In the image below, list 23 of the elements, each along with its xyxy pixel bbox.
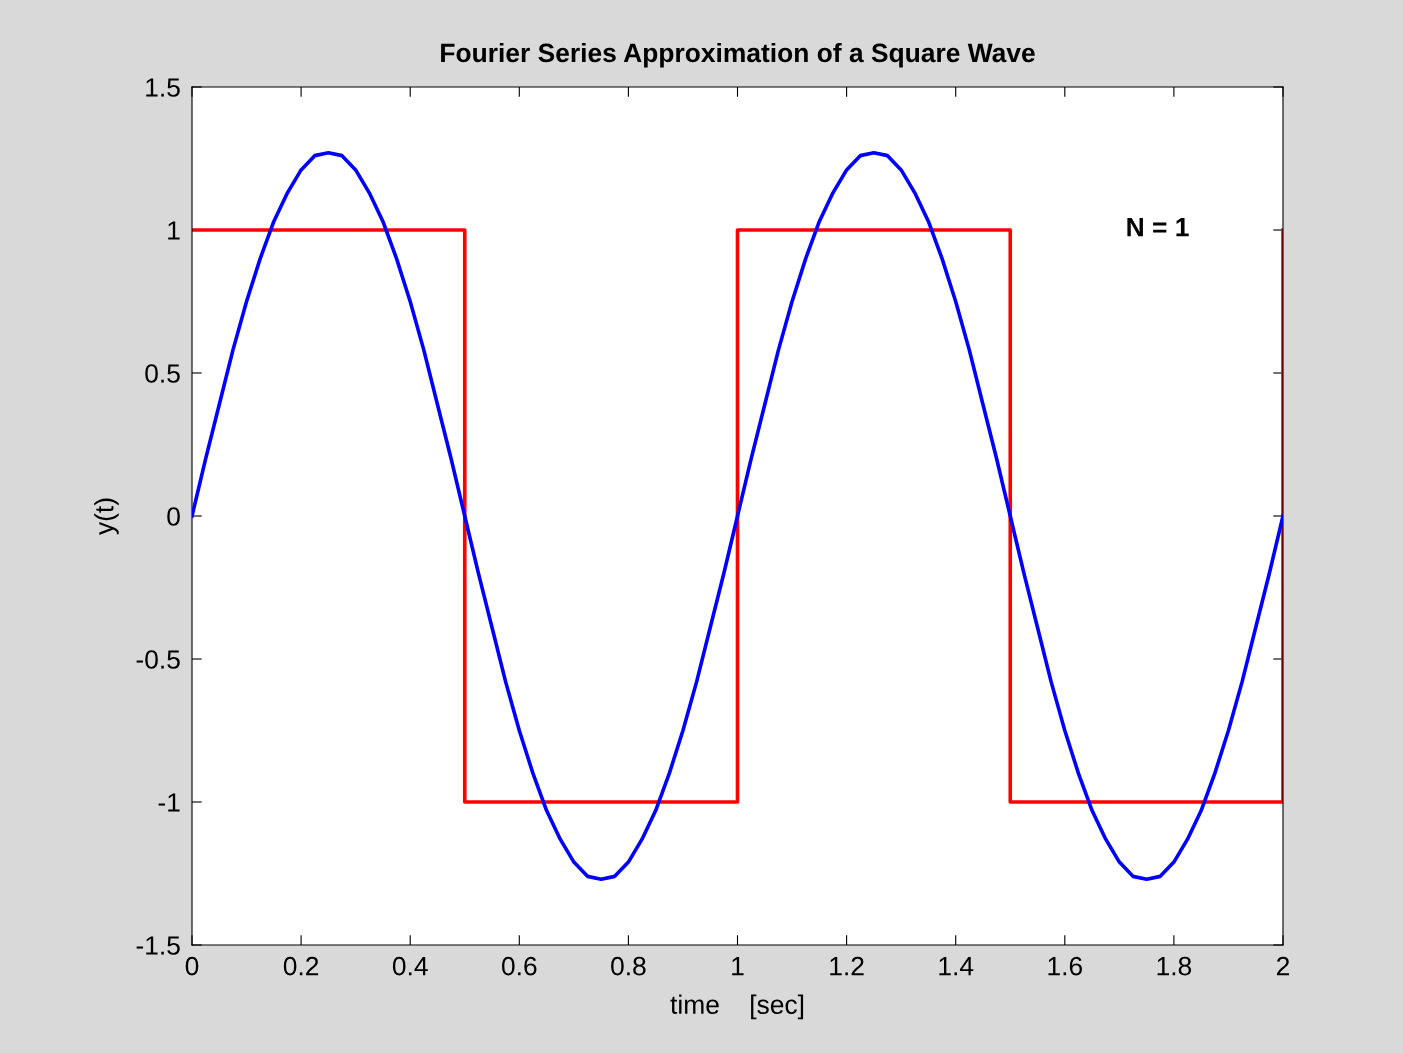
x-tick-label: 0.2 [283, 956, 319, 976]
y-tick-label: -1.5 [136, 936, 180, 955]
x-tick-label: 0.4 [392, 956, 428, 976]
x-axis-title: time [sec] [670, 994, 804, 1020]
y-tick-label: 0 [167, 507, 180, 526]
x-tick-label: 1.8 [1157, 956, 1192, 976]
x-tick-label: 2 [1276, 956, 1290, 976]
x-tick-label: 0 [185, 956, 199, 976]
x-tick-label: 1.4 [939, 957, 974, 976]
y-tick-label: -0.5 [136, 650, 180, 669]
x-tick-label: 0.8 [611, 956, 646, 976]
x-tick-label: 1 [732, 957, 744, 976]
y-tick-label: 1 [168, 221, 180, 240]
x-tick-label: 0.6 [501, 956, 537, 976]
x-tick-label: 1.6 [1048, 956, 1082, 976]
y-axis-title: y(t) [94, 498, 119, 535]
x-tick-label: 1.2 [830, 956, 864, 976]
y-tick-label: 1.5 [146, 78, 180, 97]
y-tick-label: 0.5 [145, 364, 180, 383]
line-series [192, 150, 1283, 882]
y-tick-label: -1 [158, 793, 180, 812]
annotation: N = 1 [1127, 218, 1189, 237]
chart-title: Fourier Series Approximation of a Square Wave [441, 42, 1035, 68]
